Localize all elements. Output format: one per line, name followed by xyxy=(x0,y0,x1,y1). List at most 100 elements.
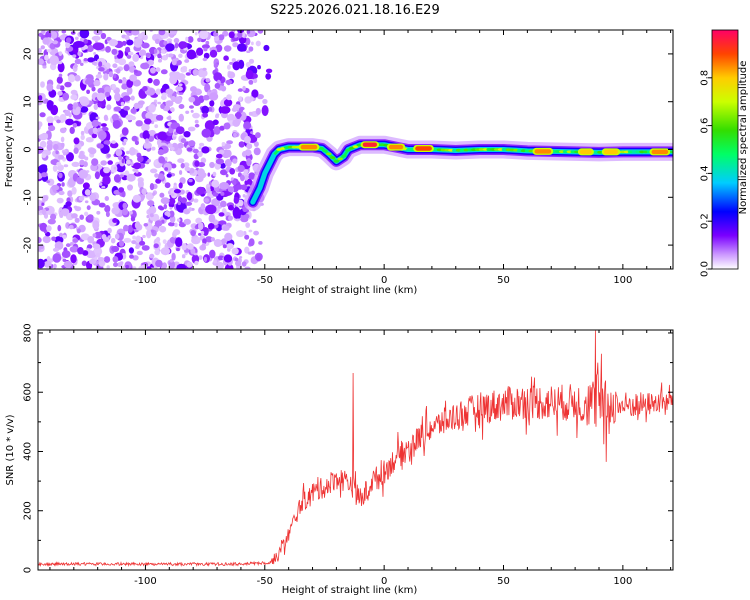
noise-speckle xyxy=(134,140,139,146)
noise-speckle xyxy=(177,142,184,149)
noise-speckle xyxy=(248,172,256,180)
noise-speckle xyxy=(150,120,155,125)
noise-speckle xyxy=(64,109,71,117)
noise-speckle xyxy=(123,64,130,72)
noise-speckle xyxy=(178,83,183,87)
noise-speckle xyxy=(202,57,208,62)
noise-speckle xyxy=(265,73,272,80)
noise-speckle xyxy=(67,190,73,197)
noise-speckle xyxy=(61,182,65,187)
noise-speckle xyxy=(155,88,161,95)
noise-speckle xyxy=(222,244,227,249)
noise-speckle xyxy=(244,266,251,269)
noise-speckle xyxy=(40,81,45,88)
noise-speckle xyxy=(246,50,251,53)
noise-speckle xyxy=(65,41,71,49)
noise-speckle xyxy=(57,224,62,232)
noise-speckle xyxy=(245,222,251,228)
noise-speckle xyxy=(46,49,52,53)
noise-speckle xyxy=(129,210,133,215)
noise-speckle xyxy=(38,205,44,211)
noise-speckle xyxy=(188,178,193,183)
noise-speckle xyxy=(78,153,86,160)
noise-speckle xyxy=(110,237,116,244)
noise-speckle xyxy=(219,182,230,190)
noise-speckle xyxy=(101,234,107,240)
noise-speckle xyxy=(186,191,193,201)
noise-speckle xyxy=(245,61,251,68)
noise-speckle xyxy=(215,113,220,116)
spectrogram-y-tick-label: -10 xyxy=(23,189,34,205)
noise-speckle xyxy=(77,51,82,57)
noise-speckle xyxy=(42,37,50,45)
noise-speckle xyxy=(198,30,209,40)
noise-speckle xyxy=(84,200,89,204)
noise-speckle xyxy=(147,77,153,84)
noise-speckle xyxy=(150,168,158,174)
noise-speckle xyxy=(73,63,78,69)
hot-spot xyxy=(603,149,619,155)
noise-speckle xyxy=(106,265,110,269)
noise-speckle xyxy=(105,91,110,97)
noise-speckle xyxy=(208,214,216,223)
noise-speckle xyxy=(154,38,160,44)
noise-speckle xyxy=(244,234,250,240)
noise-speckle xyxy=(113,262,118,268)
noise-speckle xyxy=(56,197,64,204)
noise-speckle xyxy=(104,205,111,213)
noise-speckle xyxy=(193,198,199,203)
noise-speckle xyxy=(255,107,261,115)
noise-speckle xyxy=(58,172,63,179)
noise-speckle xyxy=(107,227,112,234)
figure-title: S225.2026.021.18.16.E29 xyxy=(270,3,439,18)
colorbar: 0.0 0.2 0.4 0.6 0.8 Normalized spectral ampl… xyxy=(700,29,749,277)
noise-speckle xyxy=(237,43,247,52)
noise-speckle xyxy=(159,225,167,233)
noise-speckle xyxy=(143,141,152,149)
noise-speckle xyxy=(188,207,192,212)
noise-speckle xyxy=(130,216,136,222)
noise-speckle xyxy=(223,55,229,61)
spectrogram-x-axis-label: Height of straight line (km) xyxy=(282,285,418,296)
noise-speckle xyxy=(209,47,213,52)
noise-speckle xyxy=(179,170,183,175)
noise-speckle xyxy=(220,169,228,176)
noise-speckle xyxy=(169,210,175,218)
noise-speckle xyxy=(197,37,202,42)
noise-speckle xyxy=(91,133,98,139)
spectrogram-x-tick-label: -50 xyxy=(257,275,273,286)
noise-speckle xyxy=(87,236,95,244)
snr-x-tick-label: 50 xyxy=(497,576,510,587)
noise-speckle xyxy=(205,236,213,243)
noise-speckle xyxy=(103,114,108,121)
noise-speckle xyxy=(80,134,85,140)
noise-speckle xyxy=(73,137,80,145)
noise-speckle xyxy=(236,230,245,238)
noise-speckle xyxy=(155,178,162,184)
noise-speckle xyxy=(247,251,253,255)
noise-speckle xyxy=(201,44,210,49)
noise-speckle xyxy=(140,62,150,70)
noise-speckle xyxy=(123,224,129,232)
noise-speckle xyxy=(89,258,97,265)
noise-speckle xyxy=(238,107,244,113)
noise-speckle xyxy=(102,175,111,185)
noise-speckle xyxy=(157,53,162,59)
noise-speckle xyxy=(121,191,126,198)
noise-speckle xyxy=(168,260,175,269)
noise-speckle xyxy=(139,240,146,246)
noise-speckle xyxy=(61,142,65,148)
noise-speckle xyxy=(232,206,241,219)
noise-speckle xyxy=(133,38,143,48)
noise-speckle xyxy=(39,140,47,148)
noise-speckle xyxy=(105,46,111,53)
signal-cell xyxy=(318,147,324,150)
noise-speckle xyxy=(123,30,130,33)
snr-y-tick-label: 0 xyxy=(23,567,34,573)
noise-speckle xyxy=(160,247,171,256)
noise-speckle xyxy=(231,36,239,42)
snr-frame xyxy=(37,329,674,571)
noise-speckle xyxy=(237,164,245,173)
noise-speckle xyxy=(68,74,76,83)
